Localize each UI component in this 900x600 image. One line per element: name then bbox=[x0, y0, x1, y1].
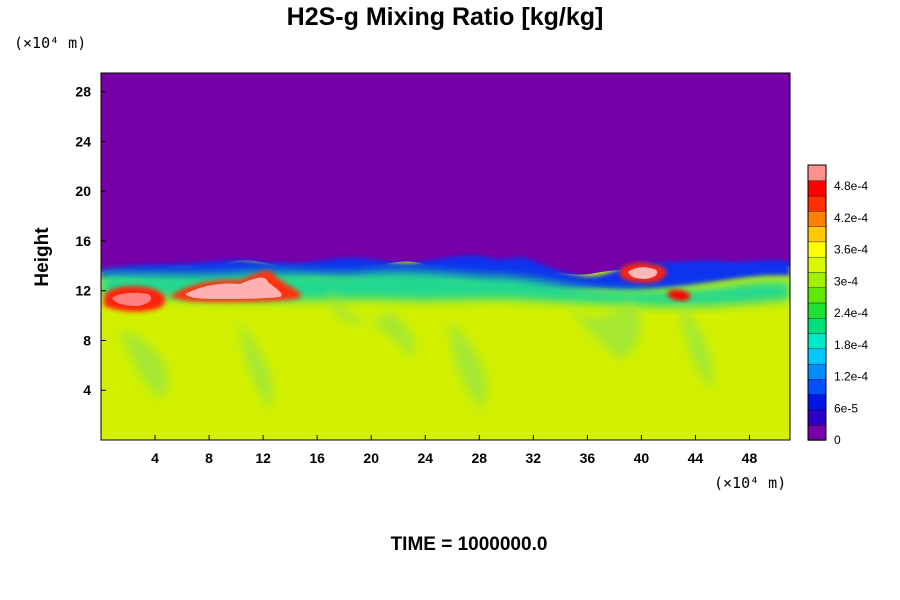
x-tick-label: 4 bbox=[151, 450, 159, 466]
x-tick-label: 40 bbox=[634, 450, 650, 466]
colorbar-swatch bbox=[807, 180, 827, 197]
colorbar-swatch bbox=[807, 332, 827, 350]
x-tick-label: 48 bbox=[742, 450, 758, 466]
x-tick-label: 44 bbox=[688, 450, 704, 466]
colorbar-swatch bbox=[807, 363, 827, 380]
y-tick-label: 8 bbox=[83, 332, 91, 348]
colorbar-swatch bbox=[807, 302, 827, 319]
colorbar-swatch bbox=[807, 225, 827, 243]
colorbar-swatch bbox=[807, 317, 827, 334]
colorbar: 0 6e-5 1.2e-4 1.8e-4 2.4e-4 3e-4 3.6e-4 4.2e-4 4… bbox=[807, 164, 868, 447]
x-tick-label: 24 bbox=[417, 450, 433, 466]
colorbar-swatch bbox=[807, 210, 827, 227]
colorbar-swatch bbox=[807, 241, 827, 258]
high-patch-right-core bbox=[628, 267, 658, 279]
colorbar-frame bbox=[807, 164, 827, 441]
y-axis-label: Height bbox=[32, 227, 53, 287]
colorbar-swatch bbox=[807, 424, 827, 441]
y-axis: 4 8 12 16 20 24 28 bbox=[75, 84, 106, 398]
colorbar-swatch bbox=[807, 256, 827, 273]
colorbar-swatch bbox=[807, 393, 827, 411]
colorbar-tick-label: 3.6e-4 bbox=[834, 243, 868, 257]
x-tick-label: 28 bbox=[471, 450, 487, 466]
high-patch-left-core bbox=[112, 292, 152, 306]
y-tick-label: 16 bbox=[75, 233, 91, 249]
colorbar-swatch bbox=[807, 195, 827, 212]
colorbar-swatch bbox=[807, 287, 827, 304]
y-tick-label: 20 bbox=[75, 183, 91, 199]
high-patch-center-core bbox=[185, 277, 282, 299]
y-tick-label: 12 bbox=[75, 283, 91, 299]
colorbar-swatch bbox=[807, 378, 827, 395]
x-axis-unit: (×10⁴ m) bbox=[714, 474, 786, 492]
x-tick-label: 32 bbox=[526, 450, 542, 466]
colorbar-tick-label: 3e-4 bbox=[834, 274, 858, 288]
x-tick-label: 20 bbox=[363, 450, 379, 466]
colorbar-swatch bbox=[807, 271, 827, 288]
colorbar-tick-label: 0 bbox=[834, 433, 841, 447]
mixing-streaks bbox=[120, 290, 713, 410]
x-tick-label: 36 bbox=[580, 450, 596, 466]
colorbar-tick-label: 4.8e-4 bbox=[834, 179, 868, 193]
lower-layer bbox=[101, 260, 790, 440]
colorbar-tick-label: 2.4e-4 bbox=[834, 306, 868, 320]
x-axis: 4 8 12 16 20 24 28 32 36 40 44 48 bbox=[151, 435, 757, 466]
colorbar-swatch bbox=[807, 348, 827, 365]
y-tick-label: 28 bbox=[75, 84, 91, 100]
x-tick-label: 8 bbox=[205, 450, 213, 466]
colorbar-swatch bbox=[807, 164, 827, 181]
y-axis-unit: (×10⁴ m) bbox=[14, 34, 86, 52]
x-tick-label: 16 bbox=[309, 450, 325, 466]
time-label: TIME = 1000000.0 bbox=[391, 534, 548, 555]
colorbar-tick-label: 6e-5 bbox=[834, 401, 858, 415]
colorbar-tick-label: 4.2e-4 bbox=[834, 211, 868, 225]
colorbar-tick-label: 1.2e-4 bbox=[834, 370, 868, 384]
y-tick-label: 4 bbox=[83, 382, 91, 398]
high-patch-far-right bbox=[667, 289, 691, 301]
y-tick-label: 24 bbox=[75, 133, 91, 149]
chart-title: H2S-g Mixing Ratio [kg/kg] bbox=[287, 3, 604, 31]
colorbar-tick-label: 1.8e-4 bbox=[834, 338, 868, 352]
plot-frame bbox=[100, 72, 791, 441]
plot-area bbox=[101, 73, 790, 440]
x-tick-label: 12 bbox=[255, 450, 271, 466]
colorbar-swatch bbox=[807, 409, 827, 426]
